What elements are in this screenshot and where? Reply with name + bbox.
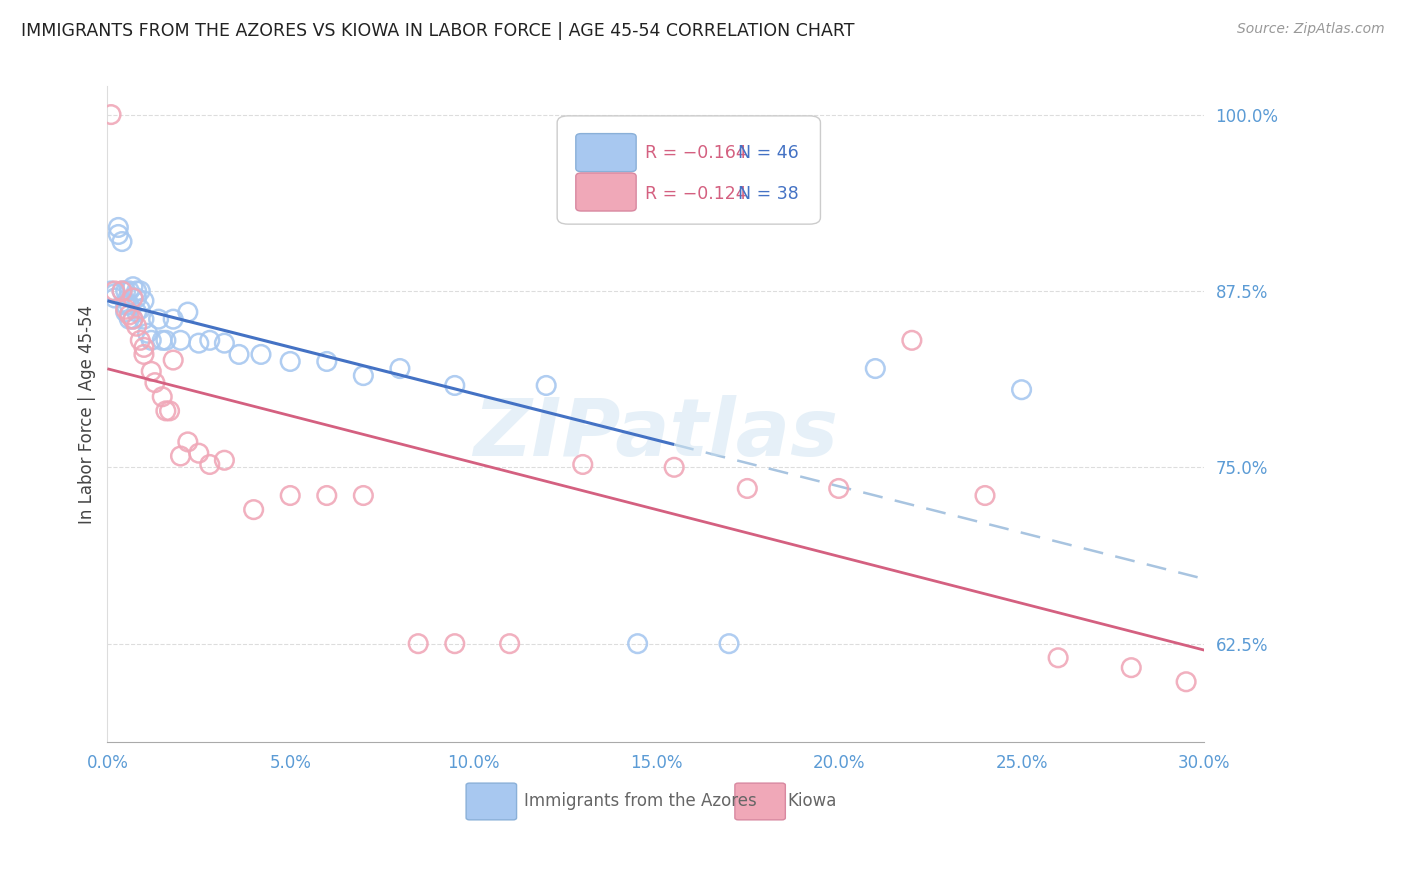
Point xyxy=(129,284,152,298)
FancyBboxPatch shape xyxy=(557,116,821,224)
Point xyxy=(143,376,166,390)
Point xyxy=(228,347,250,361)
Point xyxy=(177,305,200,319)
Point xyxy=(141,334,163,348)
Point xyxy=(150,390,173,404)
Point xyxy=(1121,660,1143,674)
FancyBboxPatch shape xyxy=(576,134,636,171)
Point xyxy=(865,361,887,376)
Point xyxy=(187,446,209,460)
Y-axis label: In Labor Force | Age 45-54: In Labor Force | Age 45-54 xyxy=(79,305,96,524)
Point xyxy=(122,279,145,293)
Point xyxy=(104,284,127,298)
Text: ZIPatlas: ZIPatlas xyxy=(474,395,838,473)
Point xyxy=(162,353,184,368)
Point xyxy=(104,291,127,305)
Point xyxy=(198,458,221,472)
Point xyxy=(150,334,173,348)
Point xyxy=(155,404,177,418)
Point xyxy=(534,378,557,392)
Point xyxy=(278,354,301,368)
Text: R = −0.164: R = −0.164 xyxy=(645,145,747,162)
Text: N = 46: N = 46 xyxy=(738,145,799,162)
Point xyxy=(388,361,411,376)
Point xyxy=(214,336,236,351)
Point xyxy=(111,284,134,298)
Text: N = 38: N = 38 xyxy=(738,185,799,202)
Point xyxy=(125,284,148,298)
Point xyxy=(114,298,136,312)
Point xyxy=(132,293,155,308)
Point xyxy=(107,227,129,242)
Point xyxy=(214,453,236,467)
Point xyxy=(141,364,163,378)
Point xyxy=(352,368,374,383)
Point xyxy=(132,347,155,361)
Point xyxy=(125,291,148,305)
Point xyxy=(406,637,429,651)
Point xyxy=(107,220,129,235)
Text: R = −0.124: R = −0.124 xyxy=(645,185,747,202)
Point xyxy=(278,489,301,503)
Point xyxy=(169,334,191,348)
Point xyxy=(125,319,148,334)
Point xyxy=(132,312,155,326)
Point xyxy=(828,482,851,496)
Point xyxy=(118,298,141,312)
Point xyxy=(111,235,134,249)
Point xyxy=(136,326,159,341)
Point xyxy=(242,502,264,516)
Point xyxy=(129,334,152,348)
Point xyxy=(129,302,152,317)
Point xyxy=(315,354,337,368)
Point xyxy=(122,312,145,326)
FancyBboxPatch shape xyxy=(467,783,516,820)
Point xyxy=(737,482,759,496)
Point xyxy=(132,340,155,354)
Point xyxy=(118,284,141,298)
Point xyxy=(626,637,648,651)
Point xyxy=(122,291,145,305)
Point xyxy=(187,336,209,351)
Point xyxy=(114,284,136,298)
Point xyxy=(1047,650,1070,665)
Point xyxy=(159,404,181,418)
Point xyxy=(718,637,741,651)
Point xyxy=(571,458,593,472)
Text: Immigrants from the Azores: Immigrants from the Azores xyxy=(524,792,756,811)
Point xyxy=(198,334,221,348)
Point xyxy=(104,286,127,301)
Point xyxy=(974,489,997,503)
Point xyxy=(114,302,136,317)
Point xyxy=(114,305,136,319)
Point xyxy=(1175,674,1198,689)
Text: IMMIGRANTS FROM THE AZORES VS KIOWA IN LABOR FORCE | AGE 45-54 CORRELATION CHART: IMMIGRANTS FROM THE AZORES VS KIOWA IN L… xyxy=(21,22,855,40)
Point xyxy=(315,489,337,503)
Point xyxy=(155,334,177,348)
Point xyxy=(118,312,141,326)
Point xyxy=(1011,383,1033,397)
Point xyxy=(111,284,134,298)
Point xyxy=(125,305,148,319)
Point xyxy=(443,637,465,651)
Text: Kiowa: Kiowa xyxy=(787,792,837,811)
Point xyxy=(901,334,924,348)
Point xyxy=(162,312,184,326)
Point xyxy=(177,434,200,449)
Point xyxy=(498,637,520,651)
Point xyxy=(169,449,191,463)
Point xyxy=(443,378,465,392)
FancyBboxPatch shape xyxy=(576,173,636,211)
Point xyxy=(352,489,374,503)
FancyBboxPatch shape xyxy=(735,783,786,820)
Point xyxy=(118,308,141,322)
Point xyxy=(122,312,145,326)
Point xyxy=(664,460,686,475)
Point xyxy=(122,291,145,305)
Point xyxy=(100,284,122,298)
Point xyxy=(148,312,170,326)
Text: Source: ZipAtlas.com: Source: ZipAtlas.com xyxy=(1237,22,1385,37)
Point xyxy=(100,107,122,121)
Point xyxy=(250,347,273,361)
